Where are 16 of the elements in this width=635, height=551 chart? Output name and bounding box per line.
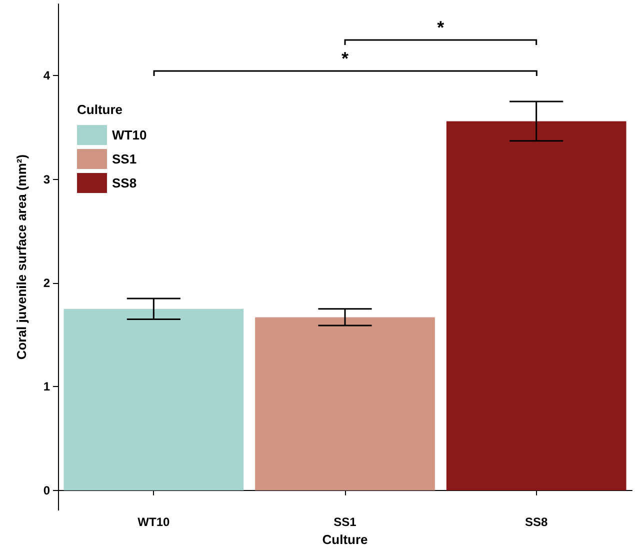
x-tick-label: WT10 (138, 515, 170, 530)
y-tick-label: 0 (43, 483, 50, 498)
x-axis-title: Culture (322, 532, 368, 547)
annotation: * (437, 17, 444, 38)
legend-title: Culture (77, 102, 122, 117)
y-axis-title: Coral juvenile surface area (mm²) (14, 154, 29, 360)
x-tick-label: SS8 (524, 515, 548, 530)
annotation: * (341, 48, 349, 68)
legend-label: WT10 (112, 128, 147, 142)
legend-label: SS8 (112, 176, 137, 190)
y-tick-label: 2 (43, 276, 50, 290)
legend-label: SS1 (112, 152, 137, 166)
y-tick-label: 4 (43, 68, 50, 83)
y-tick-label: 3 (43, 172, 50, 186)
y-tick-label: 1 (43, 380, 50, 394)
x-tick-label: SS1 (334, 515, 357, 530)
